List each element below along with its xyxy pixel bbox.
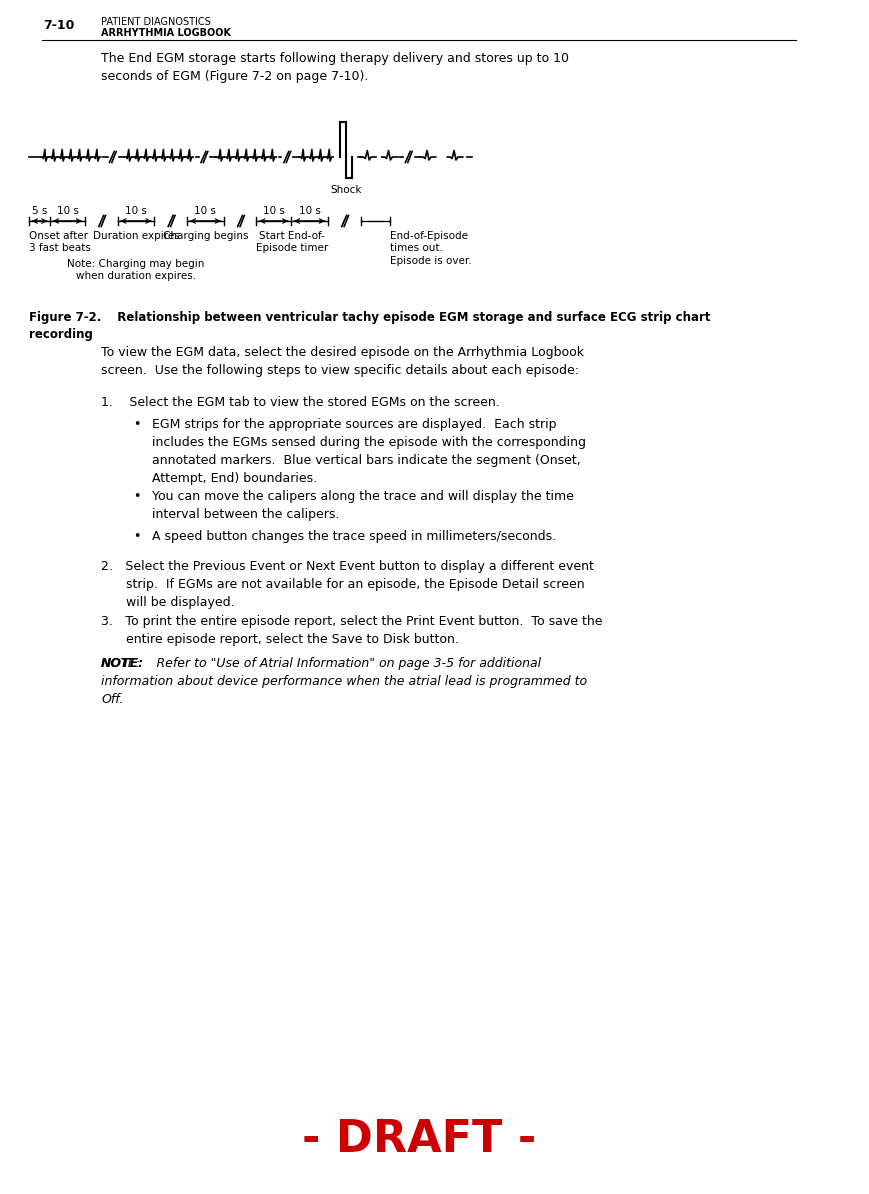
Text: 5 s: 5 s xyxy=(32,207,47,216)
Text: NOTE:  Refer to "Use of Atrial Information" on page 3-5 for additional
informati: NOTE: Refer to "Use of Atrial Informatio… xyxy=(101,657,587,706)
Text: ARRHYTHMIA LOGBOOK: ARRHYTHMIA LOGBOOK xyxy=(101,27,231,38)
Text: 10 s: 10 s xyxy=(56,207,78,216)
Text: EGM strips for the appropriate sources are displayed.  Each strip
includes the E: EGM strips for the appropriate sources a… xyxy=(152,418,587,485)
Text: •: • xyxy=(133,418,141,431)
Text: The End EGM storage starts following therapy delivery and stores up to 10
second: The End EGM storage starts following the… xyxy=(101,53,569,84)
Text: 10 s: 10 s xyxy=(262,207,285,216)
Text: 1.  Select the EGM tab to view the stored EGMs on the screen.: 1. Select the EGM tab to view the stored… xyxy=(101,396,500,410)
Text: - DRAFT -: - DRAFT - xyxy=(302,1118,536,1161)
Text: 7-10: 7-10 xyxy=(43,19,75,32)
Text: Charging begins: Charging begins xyxy=(163,230,248,241)
Text: End-of-Episode
times out.
Episode is over.: End-of-Episode times out. Episode is ove… xyxy=(390,230,472,266)
Text: Onset after
3 fast beats: Onset after 3 fast beats xyxy=(29,230,90,253)
Text: 10 s: 10 s xyxy=(125,207,147,216)
Text: 10 s: 10 s xyxy=(299,207,321,216)
Text: Start End-of-
Episode timer: Start End-of- Episode timer xyxy=(256,230,328,253)
Text: PATIENT DIAGNOSTICS: PATIENT DIAGNOSTICS xyxy=(101,17,211,27)
Text: •: • xyxy=(133,490,141,503)
Text: Figure 7-2.  Relationship between ventricular tachy episode EGM storage and surf: Figure 7-2. Relationship between ventric… xyxy=(29,310,711,341)
Text: Shock: Shock xyxy=(330,185,362,195)
Text: 3. To print the entire episode report, select the Print Event button.  To save t: 3. To print the entire episode report, s… xyxy=(101,615,603,646)
Text: NOTE:: NOTE: xyxy=(101,657,144,670)
Text: To view the EGM data, select the desired episode on the Arrhythmia Logbook
scree: To view the EGM data, select the desired… xyxy=(101,346,584,377)
Text: 2. Select the Previous Event or Next Event button to display a different event
 : 2. Select the Previous Event or Next Eve… xyxy=(101,560,594,609)
Text: •: • xyxy=(133,530,141,543)
Text: You can move the calipers along the trace and will display the time
interval bet: You can move the calipers along the trac… xyxy=(152,490,574,521)
Text: Note: Charging may begin
when duration expires.: Note: Charging may begin when duration e… xyxy=(67,259,204,282)
Text: A speed button changes the trace speed in millimeters/seconds.: A speed button changes the trace speed i… xyxy=(152,530,556,543)
Text: 10 s: 10 s xyxy=(195,207,216,216)
Text: Duration expires: Duration expires xyxy=(93,230,179,241)
